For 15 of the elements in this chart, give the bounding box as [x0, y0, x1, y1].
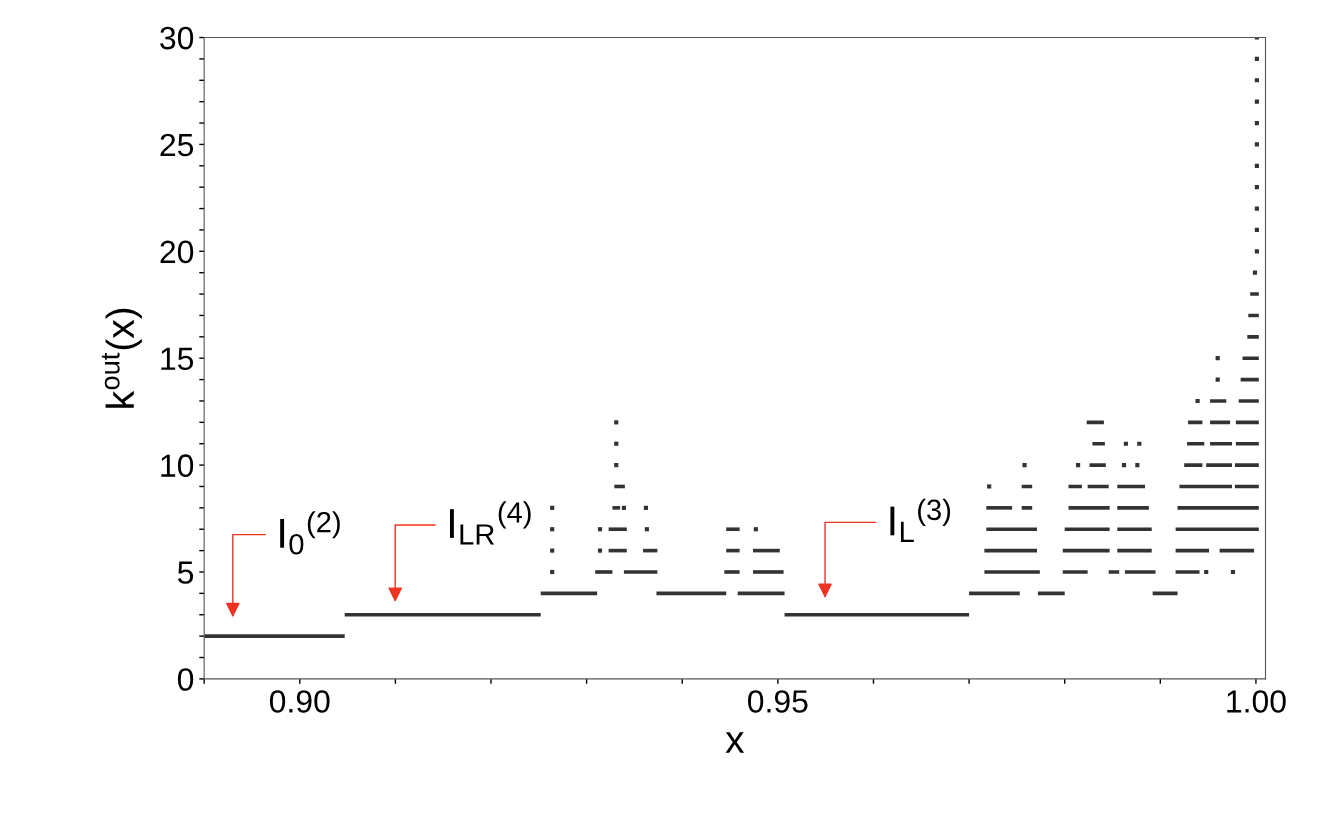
y-tick-label: 30: [160, 26, 194, 50]
y-tick-label: 15: [161, 347, 194, 371]
y-tick-label: 10: [161, 454, 194, 477]
annotation: I$_{0}$$^{(2)}$: [280, 511, 340, 555]
y-tick-label: 5: [177, 561, 194, 584]
y-tick-label: 20: [160, 240, 194, 264]
y-tick-label: 0: [177, 668, 194, 691]
annotation: I$_{LR}$$^{(4)}$: [449, 501, 531, 545]
annotation: I$_{L}$$^{(3)}$: [890, 498, 951, 542]
x-axis-title: x: [725, 732, 745, 753]
x-tick-label: 1.00: [1227, 690, 1286, 713]
y-tick-label: 25: [160, 133, 194, 157]
x-tick-label: 0.90: [269, 690, 330, 713]
x-tick-label: 0.95: [748, 690, 808, 713]
y-axis-title: k$^{out}$(x): [101, 308, 142, 408]
